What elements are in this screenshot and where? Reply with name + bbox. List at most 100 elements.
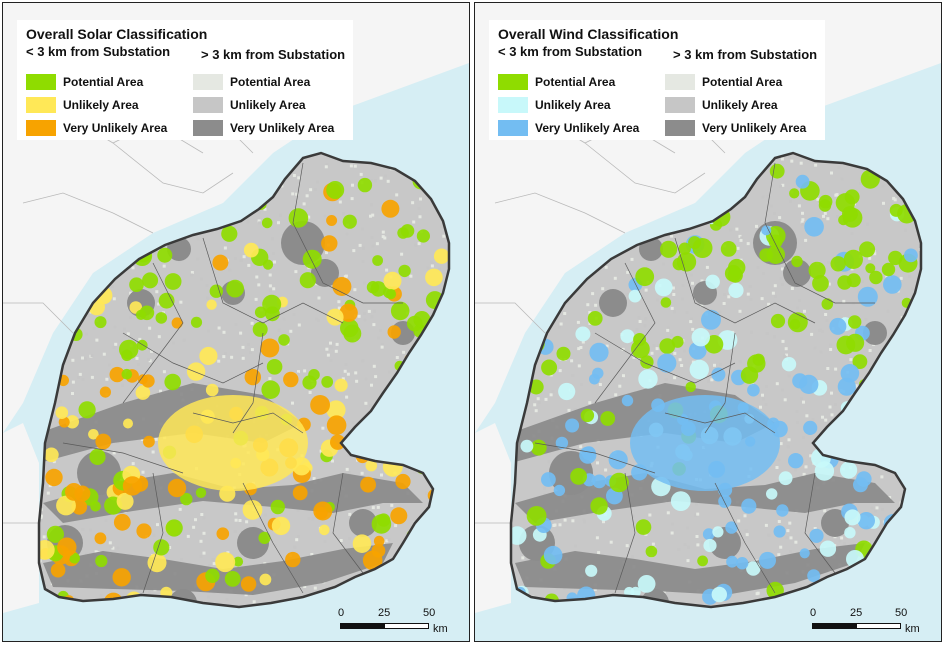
texture-cell — [374, 375, 378, 379]
substation-buffer — [689, 359, 709, 380]
texture-cell — [664, 378, 668, 381]
texture-cell — [891, 344, 895, 348]
texture-cell — [439, 564, 443, 567]
texture-cell — [381, 343, 385, 347]
texture-cell — [585, 600, 589, 604]
wind-map-panel: Overall Wind Classification < 3 km from … — [474, 2, 942, 642]
texture-cell — [398, 555, 402, 559]
texture-cell — [366, 442, 369, 446]
texture-cell — [363, 312, 367, 316]
texture-cell — [326, 353, 330, 357]
texture-cell — [896, 520, 900, 524]
county-boundary-line — [3, 302, 74, 334]
texture-cell — [671, 286, 675, 290]
texture-cell — [450, 583, 453, 586]
substation-buffer — [165, 519, 183, 537]
texture-cell — [836, 337, 840, 341]
texture-cell — [686, 559, 690, 563]
texture-cell — [102, 352, 106, 356]
texture-cell — [45, 399, 49, 403]
texture-cell — [740, 236, 744, 240]
texture-cell — [234, 322, 238, 326]
substation-buffer — [852, 579, 865, 592]
surrounding-land — [3, 423, 39, 613]
texture-cell — [370, 236, 374, 239]
substation-buffer — [589, 342, 609, 362]
substation-buffer — [381, 199, 400, 218]
substation-buffer — [839, 430, 859, 450]
texture-cell — [602, 520, 605, 524]
texture-cell — [453, 221, 456, 224]
texture-cell — [419, 593, 423, 597]
texture-cell — [369, 203, 373, 207]
texture-cell — [761, 195, 765, 199]
texture-cell — [767, 533, 771, 537]
texture-cell — [424, 168, 428, 172]
texture-cell — [697, 203, 701, 207]
texture-cell — [924, 428, 927, 431]
texture-cell — [404, 369, 408, 373]
texture-cell — [890, 455, 894, 459]
texture-cell — [360, 471, 364, 475]
county-boundary-line — [112, 142, 234, 194]
texture-cell — [247, 343, 251, 347]
texture-cell — [71, 380, 75, 384]
texture-cell — [618, 384, 622, 388]
far-substation-heading: > 3 km from Substation — [673, 47, 818, 62]
texture-cell — [344, 362, 348, 366]
substation-buffer — [418, 165, 436, 182]
texture-cell — [152, 533, 156, 537]
texture-cell — [626, 270, 630, 274]
texture-cell — [644, 288, 648, 292]
texture-cell — [247, 189, 251, 193]
texture-cell — [566, 301, 570, 305]
texture-cell — [387, 538, 391, 542]
texture-cell — [588, 311, 592, 314]
texture-cell — [368, 573, 372, 577]
substation-buffer — [113, 513, 131, 531]
texture-cell — [924, 534, 927, 537]
texture-cell — [308, 391, 312, 394]
substation-buffer — [843, 587, 859, 603]
substation-buffer — [908, 191, 921, 206]
texture-cell — [923, 559, 926, 562]
texture-cell — [270, 237, 274, 241]
texture-cell — [685, 526, 689, 530]
texture-cell — [579, 445, 583, 449]
texture-cell — [426, 266, 430, 270]
substation-buffer — [224, 571, 241, 587]
substation-buffer — [260, 338, 280, 358]
solar-map-panel: Overall Solar Classification < 3 km from… — [2, 2, 470, 642]
substation-buffer — [768, 234, 783, 249]
texture-cell — [119, 604, 123, 607]
texture-cell — [857, 596, 861, 600]
substation-buffer — [728, 282, 744, 298]
substation-buffer — [705, 274, 720, 289]
texture-cell — [291, 401, 294, 405]
substation-buffer — [884, 432, 903, 451]
texture-cell — [698, 609, 701, 612]
texture-cell — [315, 317, 319, 321]
texture-cell — [801, 222, 805, 226]
texture-cell — [582, 518, 586, 522]
texture-cell — [99, 594, 103, 598]
texture-cell — [773, 284, 777, 288]
substation-buffer — [271, 516, 291, 536]
texture-cell — [427, 525, 431, 529]
legend-label: Unlikely Area — [230, 98, 306, 112]
texture-cell — [905, 465, 909, 469]
texture-cell — [297, 176, 301, 180]
texture-cell — [840, 157, 844, 161]
texture-cell — [857, 398, 861, 402]
legend-swatch — [665, 97, 695, 113]
texture-cell — [440, 493, 444, 497]
legend-swatch — [498, 97, 528, 113]
substation-buffer — [136, 339, 148, 351]
texture-cell — [228, 268, 232, 272]
very-unlikely-patch — [349, 509, 377, 537]
substation-buffer — [95, 433, 112, 450]
texture-cell — [718, 310, 722, 314]
substation-buffer — [587, 311, 603, 326]
substation-buffer — [766, 245, 785, 264]
substation-buffer — [116, 492, 134, 510]
